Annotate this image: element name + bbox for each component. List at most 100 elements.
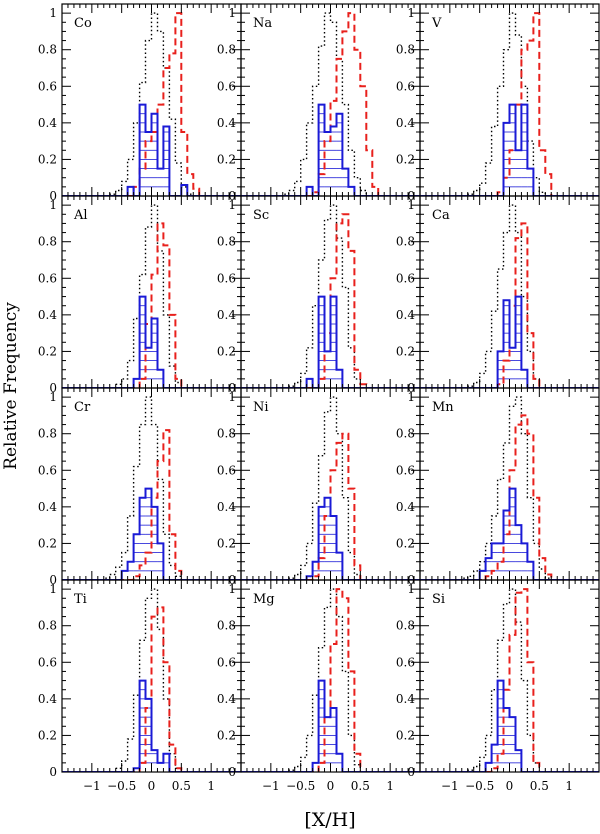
y-tick-label: 0.2 xyxy=(38,728,57,742)
dashed-series xyxy=(241,12,420,196)
element-label: Si xyxy=(432,592,445,607)
y-tick-label: 0.4 xyxy=(217,692,236,706)
panel-frame xyxy=(419,387,600,581)
x-tick-label: 0.5 xyxy=(351,779,370,793)
panel-cr: 0 0.2 0.4 0.6 0.8 1 Cr xyxy=(38,387,242,587)
y-tick-label: 0.6 xyxy=(38,271,57,285)
y-tick-label: 0.6 xyxy=(396,463,415,477)
y-tick-label: 0 xyxy=(407,765,415,779)
element-label: Ca xyxy=(432,208,450,223)
y-tick-label: 0.4 xyxy=(217,116,236,130)
dotted-series xyxy=(420,588,599,772)
y-tick-label: 0.6 xyxy=(217,271,236,285)
y-tick-label: 0.6 xyxy=(38,463,57,477)
plot-area xyxy=(241,588,420,772)
x-tick-label: 1 xyxy=(386,779,394,793)
y-tick-label: 0.4 xyxy=(217,500,236,514)
y-tick-label: 0 xyxy=(49,573,57,587)
x-tick-label: −0.5 xyxy=(107,779,136,793)
solid-series xyxy=(241,679,420,772)
x-tick-label: −0.5 xyxy=(465,779,494,793)
y-tick-label: 0.8 xyxy=(396,427,415,441)
y-tick-label: 0.8 xyxy=(38,427,57,441)
y-tick-label: 1 xyxy=(228,6,236,20)
element-label: Na xyxy=(253,16,272,31)
plot-area xyxy=(241,396,420,580)
y-tick-label: 0.4 xyxy=(38,116,57,130)
solid-series xyxy=(62,103,241,196)
panel-al: 0 0.2 0.4 0.6 0.8 1 Al xyxy=(38,195,242,395)
x-tick-label: 0.5 xyxy=(172,779,191,793)
dotted-series xyxy=(62,588,241,772)
solid-series xyxy=(62,295,241,388)
y-tick-label: 0.6 xyxy=(396,655,415,669)
y-tick-label: 0.2 xyxy=(396,536,415,550)
dotted-series xyxy=(241,396,420,580)
dotted-series xyxy=(241,588,420,772)
y-tick-label: 0.8 xyxy=(396,43,415,57)
y-tick-label: 0 xyxy=(49,765,57,779)
plot-area xyxy=(420,588,599,772)
plot-area xyxy=(62,396,241,580)
dotted-series xyxy=(62,12,241,196)
y-tick-label: 0.2 xyxy=(217,728,236,742)
panel-frame xyxy=(61,3,242,197)
dashed-series xyxy=(62,222,241,388)
y-tick-label: 0.2 xyxy=(396,344,415,358)
element-label: Co xyxy=(74,16,92,31)
y-tick-label: 1 xyxy=(228,198,236,212)
y-tick-label: 0.6 xyxy=(38,655,57,669)
dotted-series xyxy=(420,204,599,388)
y-tick-label: 1 xyxy=(49,198,57,212)
panel-frame xyxy=(419,3,600,197)
y-tick-label: 0.8 xyxy=(217,427,236,441)
x-tick-label: 0 xyxy=(148,779,156,793)
y-tick-label: 0.6 xyxy=(217,79,236,93)
plot-area xyxy=(62,588,241,772)
y-tick-label: 0.8 xyxy=(217,43,236,57)
element-label: Mg xyxy=(253,592,275,607)
y-tick-label: 0.4 xyxy=(217,308,236,322)
x-tick-label: −1 xyxy=(441,779,459,793)
solid-series xyxy=(420,679,599,772)
plot-area xyxy=(420,396,599,580)
panel-frame xyxy=(61,195,242,389)
x-tick-label: 0.5 xyxy=(530,779,549,793)
element-label: Ni xyxy=(253,400,269,415)
y-tick-label: 1 xyxy=(407,6,415,20)
plot-area xyxy=(241,204,420,388)
y-tick-label: 0.2 xyxy=(38,536,57,550)
y-tick-label: 1 xyxy=(49,582,57,596)
y-tick-label: 0.4 xyxy=(38,308,57,322)
y-tick-label: 0.4 xyxy=(396,500,415,514)
y-tick-label: 1 xyxy=(49,6,57,20)
y-tick-label: 0.4 xyxy=(396,116,415,130)
y-tick-label: 1 xyxy=(407,390,415,404)
panel-mg: 0 0.2 0.4 0.6 0.8 1 −1 −0.5 0 0.5 1 Mg xyxy=(217,579,421,793)
x-tick-label: −1 xyxy=(83,779,101,793)
y-tick-label: 0 xyxy=(49,189,57,203)
y-tick-label: 0.2 xyxy=(217,152,236,166)
solid-series xyxy=(62,487,241,580)
y-tick-label: 1 xyxy=(228,390,236,404)
x-tick-label: 1 xyxy=(565,779,573,793)
element-label: Ti xyxy=(74,592,87,607)
element-label: Al xyxy=(73,208,88,223)
y-axis-label: Relative Frequency xyxy=(1,302,21,470)
plot-area xyxy=(241,12,420,196)
element-label: Cr xyxy=(74,400,91,415)
x-tick-label: 1 xyxy=(207,779,215,793)
x-tick-label: 0 xyxy=(327,779,335,793)
x-tick-label: −1 xyxy=(262,779,280,793)
y-tick-label: 1 xyxy=(228,582,236,596)
solid-series xyxy=(62,679,241,772)
dotted-series xyxy=(62,204,241,388)
y-tick-label: 1 xyxy=(49,390,57,404)
y-tick-label: 0.2 xyxy=(396,152,415,166)
y-tick-label: 0.2 xyxy=(38,344,57,358)
solid-series xyxy=(420,295,599,388)
y-tick-label: 0.4 xyxy=(396,692,415,706)
